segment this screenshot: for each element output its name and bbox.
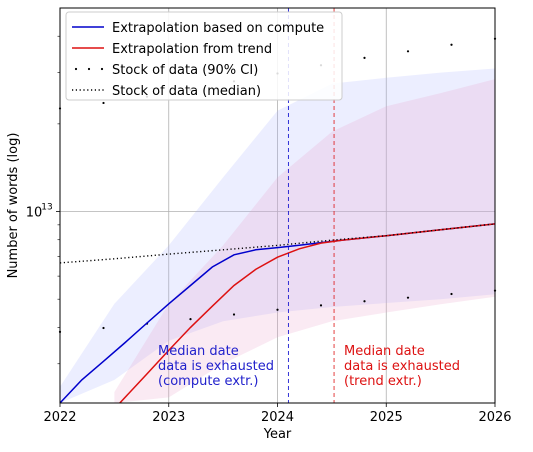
- ci-lower-point: [319, 304, 323, 307]
- ci-upper-point: [102, 101, 105, 105]
- series-line: [59, 223, 496, 264]
- ci-lower-point: [232, 313, 236, 316]
- series-lines: [59, 223, 496, 404]
- ci-upper-point: [363, 56, 366, 59]
- ci-lower-point: [189, 318, 192, 321]
- x-tick-label: 2026: [478, 410, 511, 425]
- annotation-text: (trend extr.): [344, 374, 422, 389]
- legend-swatch-dot: [87, 67, 91, 71]
- annotation-text: data is exhausted: [158, 359, 274, 374]
- legend-label: Stock of data (median): [112, 84, 261, 99]
- legend: Extrapolation based on compute Extrapolat…: [65, 11, 343, 101]
- legend-label: Extrapolation based on compute: [112, 21, 324, 36]
- legend-swatch-dot: [74, 67, 78, 71]
- x-tick-label: 2023: [152, 410, 185, 425]
- legend-swatch-dot: [100, 67, 104, 71]
- annotation-text: Median date: [344, 344, 425, 359]
- confidence-bands: [60, 68, 496, 403]
- legend-box: [65, 11, 343, 101]
- x-tick-label: 2024: [261, 410, 294, 425]
- ci-lower-point: [276, 308, 279, 311]
- ci-upper-point: [450, 43, 453, 46]
- y-tick-label-base: 10: [26, 206, 43, 221]
- y-tick-label-exponent: 13: [41, 203, 52, 213]
- x-tick-label: 2022: [43, 410, 76, 425]
- annotation-text: (compute extr.): [158, 374, 258, 389]
- ci-lower-point: [102, 326, 105, 330]
- axes: 2022 2023 2024 2025 2026 10 13 Year Number of wo…: [6, 35, 512, 442]
- ci-lower-point: [363, 300, 366, 303]
- confidence-band: [60, 68, 495, 403]
- annotation-text: data is exhausted: [344, 359, 460, 374]
- legend-label: Stock of data (90% CI): [112, 63, 258, 78]
- x-tick-label: 2025: [370, 410, 403, 425]
- x-axis-label: Year: [263, 427, 292, 442]
- annotation-text: Median date: [158, 344, 239, 359]
- confidence-band: [114, 79, 496, 403]
- ci-lower-point: [406, 296, 410, 299]
- ci-lower-point: [450, 292, 453, 296]
- legend-label: Extrapolation from trend: [112, 42, 272, 57]
- ci-upper-point: [406, 50, 410, 53]
- y-axis-label: Number of words (log): [6, 133, 21, 279]
